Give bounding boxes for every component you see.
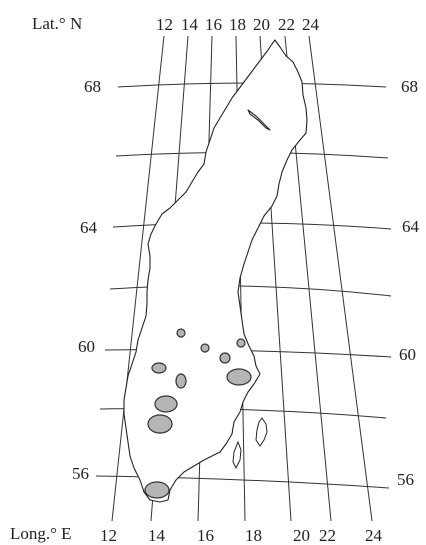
lon-top-label: 14 xyxy=(181,15,199,34)
site-marker xyxy=(151,362,167,374)
site-marker xyxy=(236,338,246,348)
meridian-12 xyxy=(111,35,165,522)
lon-bottom-label: 22 xyxy=(319,526,336,545)
site-marker xyxy=(154,395,178,413)
gotland-island xyxy=(255,417,268,447)
lat-label-right: 56 xyxy=(397,470,414,489)
site-marker xyxy=(219,352,231,364)
lon-top-label: 20 xyxy=(253,15,270,34)
lon-bottom-label: 20 xyxy=(293,526,310,545)
site-marker xyxy=(176,328,186,338)
lon-top-label: 22 xyxy=(278,15,295,34)
parallel-62 xyxy=(109,285,392,297)
sweden-outline xyxy=(123,39,308,503)
latitude-labels: 68 68 64 64 60 60 56 56 xyxy=(72,77,420,489)
site-marker xyxy=(147,414,173,434)
longitude-labels-top: 12 14 16 18 20 22 24 xyxy=(156,15,320,34)
site-marker xyxy=(144,481,170,499)
lon-top-label: 12 xyxy=(156,15,173,34)
lat-label-right: 60 xyxy=(399,345,416,364)
site-marker xyxy=(226,368,252,386)
lon-top-label: 16 xyxy=(205,15,222,34)
study-sites xyxy=(144,328,252,499)
meridian-24 xyxy=(308,35,373,522)
lat-label-right: 64 xyxy=(402,217,420,236)
lat-label-left: 64 xyxy=(80,218,98,237)
lat-label-right: 68 xyxy=(401,77,418,96)
lat-axis-title: Lat.° N xyxy=(32,14,82,33)
site-marker xyxy=(175,373,187,389)
lon-bottom-label: 16 xyxy=(197,526,214,545)
site-marker xyxy=(200,343,210,353)
long-axis-title: Long.° E xyxy=(10,524,72,543)
lat-label-left: 60 xyxy=(78,337,95,356)
lon-bottom-label: 24 xyxy=(365,526,383,545)
parallel-56 xyxy=(95,475,390,489)
lat-label-left: 56 xyxy=(72,464,89,483)
lon-top-label: 24 xyxy=(302,15,320,34)
lat-label-left: 68 xyxy=(84,77,101,96)
longitude-labels-bottom: 12 14 16 18 20 22 24 xyxy=(100,526,383,545)
oland-island xyxy=(232,440,242,470)
lon-bottom-label: 14 xyxy=(148,526,166,545)
lon-top-label: 18 xyxy=(229,15,246,34)
lon-bottom-label: 12 xyxy=(100,526,117,545)
lon-bottom-label: 18 xyxy=(245,526,262,545)
lake-outline xyxy=(247,109,271,131)
